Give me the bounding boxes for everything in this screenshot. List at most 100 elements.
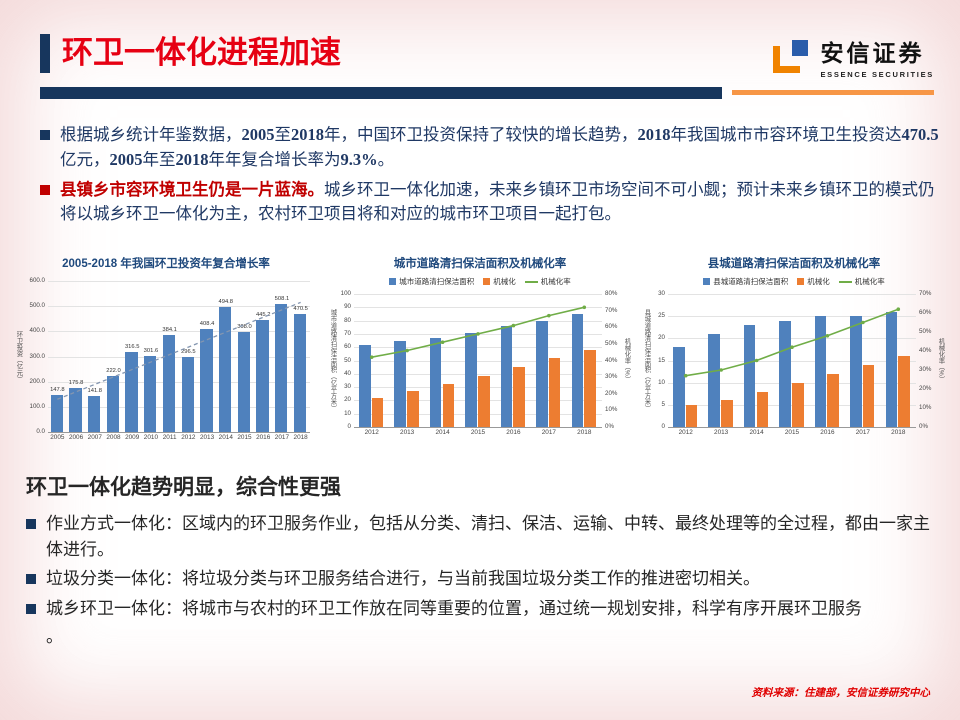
bar — [685, 404, 698, 427]
bar-value-label: 141.8 — [87, 388, 103, 395]
gridline — [48, 432, 310, 433]
legend-label: 机械化率 — [854, 277, 885, 286]
y-axis-tick: 80 — [344, 316, 351, 324]
text-segment: 9.3% — [340, 149, 378, 169]
secondary-axis-tick: 60% — [605, 323, 618, 331]
text-segment: 470.5 — [901, 125, 939, 144]
bar-value-label: 296.5 — [181, 349, 196, 356]
y-axis-tick: 20 — [658, 334, 665, 342]
bar — [200, 329, 213, 432]
legend-label: 城市道路清扫保洁面积 — [399, 277, 475, 286]
secondary-axis-tick: 10% — [605, 406, 618, 414]
bar — [743, 325, 756, 427]
bullet-marker — [40, 184, 50, 195]
y-axis-tick: 60 — [344, 343, 351, 351]
secondary-axis-tick: 60% — [919, 309, 932, 316]
gridline — [354, 360, 602, 362]
bar — [394, 340, 406, 427]
y-axis-tick: 100 — [340, 290, 351, 297]
y-axis-tick: 90 — [344, 303, 351, 311]
bar-value-label: 494.8 — [218, 299, 234, 306]
bar — [144, 356, 157, 432]
gridline — [668, 427, 916, 428]
chart-title: 城市道路清扫保洁面积及机械化率 — [393, 258, 567, 270]
y-axis-tick: 30 — [344, 383, 351, 391]
x-axis-tick: 2018 — [891, 429, 906, 436]
y-axis-tick: 40 — [344, 369, 351, 377]
chart-legend: 县城道路清扫保洁面积 机械化 机械化率 — [642, 275, 946, 288]
text-segment: 年年复合增长率为 — [208, 149, 341, 169]
text-segment: 2018 — [637, 125, 671, 144]
x-axis-tick: 2012 — [678, 429, 693, 436]
bar-value-label: 445.2 — [255, 311, 271, 318]
bar — [125, 352, 138, 432]
bar-value-label: 222.0 — [106, 368, 121, 375]
bar — [69, 387, 82, 432]
y-axis-tick: 0 — [347, 423, 351, 430]
logo-name-cn: 安信证券 — [820, 41, 925, 66]
gridline — [668, 294, 916, 295]
text-segment: 年至 — [142, 149, 176, 169]
bar — [237, 331, 251, 432]
x-axis-tick: 2016 — [820, 429, 835, 436]
x-axis-tick: 2013 — [199, 434, 215, 441]
chart-sanitation-investment: 2005-2018 年我国环卫投资年复合增长率 0.0 100.0 200.0 300… — [14, 255, 318, 445]
legend-item: 城市道路清扫保洁面积 — [389, 276, 474, 287]
secondary-axis-tick: 20% — [919, 385, 932, 392]
gridline — [354, 294, 602, 295]
chart-legend: 城市道路清扫保洁面积 机械化 机械化率 — [328, 275, 632, 288]
secondary-axis-tick: 30% — [919, 366, 932, 373]
bar — [162, 335, 176, 432]
bar — [371, 397, 384, 427]
x-axis-tick: 2016 — [506, 429, 521, 436]
intro-bullet: 县镇乡市容环境卫生仍是一片蓝海。城乡环卫一体化加速，未来乡镇环卫市场空间不可小觑… — [40, 178, 940, 228]
bar-value-label: 301.6 — [143, 348, 159, 355]
text-segment: 县镇乡市容环境卫生仍是一片蓝海。 — [60, 179, 324, 199]
header: 环卫一体化进程加速 安信证券 ESSENCE SECURITIES — [0, 0, 960, 79]
y-axis-tick: 5 — [661, 400, 665, 408]
bar — [571, 313, 584, 427]
y-axis-tick: 0 — [661, 423, 665, 430]
bar — [478, 376, 490, 427]
bar — [827, 373, 839, 427]
legend-label: 机械化率 — [540, 277, 571, 286]
legend-item: 机械化率 — [524, 276, 571, 287]
secondary-axis-tick: 70% — [605, 306, 618, 314]
y-axis-tick: 30 — [658, 290, 665, 297]
x-axis-tick: 2013 — [714, 429, 729, 436]
y-axis-tick: 10 — [658, 378, 665, 386]
secondary-axis-tick: 50% — [605, 339, 618, 347]
charts-row: 2005-2018 年我国环卫投资年复合增长率 0.0 100.0 200.0 300… — [14, 255, 946, 445]
secondary-axis-tick: 40% — [605, 356, 618, 364]
bullet-marker — [26, 519, 36, 529]
y-axis-label: 城市道路清扫保洁面积（亿平方米） — [329, 309, 337, 412]
y-axis-tick: 20 — [344, 396, 351, 404]
legend-line-icon — [838, 280, 852, 283]
gridline — [354, 307, 602, 309]
gridline — [354, 427, 602, 428]
line-series-layer — [57, 301, 301, 400]
x-axis-tick: 2007 — [87, 434, 102, 441]
y-axis-tick: 15 — [658, 356, 665, 364]
bar — [442, 384, 455, 427]
bullet-marker — [26, 574, 36, 584]
bullet-marker — [26, 603, 36, 614]
divider-row — [40, 87, 934, 99]
bar-value-label: 175.8 — [68, 379, 84, 386]
chart-title: 2005-2018 年我国环卫投资年复合增长率 — [62, 258, 270, 270]
x-axis-tick: 2014 — [218, 434, 233, 441]
text-segment: 城乡环卫一体化加速，未来乡镇环卫市场空间不可小觑；预计未来乡镇环卫的模式仍将以城… — [60, 179, 935, 224]
x-axis-tick: 2013 — [400, 429, 415, 436]
summary-bullet: 作业方式一体化：区域内的环卫服务作业，包括从分类、清扫、保洁、运输、中转、最终处… — [26, 511, 940, 562]
company-logo: 安信证券 ESSENCE SECURITIES — [773, 34, 934, 79]
line-series-layer — [683, 307, 901, 378]
bar — [358, 344, 371, 427]
bar — [898, 356, 910, 427]
y-axis-label: 环卫投资（亿元） — [15, 330, 23, 383]
bar — [721, 400, 733, 427]
bar — [536, 320, 548, 427]
secondary-axis-tick: 0% — [605, 423, 614, 430]
intro-bullet-text: 县镇乡市容环境卫生仍是一片蓝海。城乡环卫一体化加速，未来乡镇环卫市场空间不可小觑… — [60, 178, 940, 228]
bar — [672, 347, 685, 427]
x-axis-tick: 2010 — [143, 434, 159, 441]
